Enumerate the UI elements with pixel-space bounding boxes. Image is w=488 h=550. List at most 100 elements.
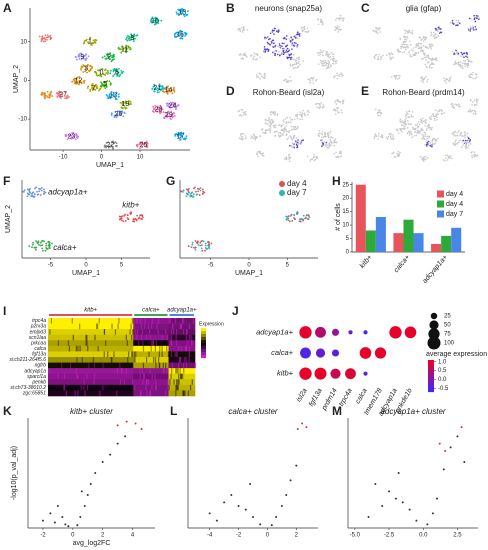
gene-point <box>438 442 441 445</box>
cell-point <box>107 146 110 149</box>
cell-point <box>70 134 73 137</box>
cell-point <box>424 38 427 41</box>
heat-noise <box>152 340 154 346</box>
feature-cluster <box>399 117 409 125</box>
cell-point <box>432 32 435 34</box>
heat-noise <box>176 329 178 335</box>
cluster <box>180 186 206 198</box>
cell-point <box>278 132 280 134</box>
cell-point <box>404 120 407 123</box>
cell-point <box>375 108 377 111</box>
cell-point <box>73 77 76 80</box>
cluster <box>64 132 80 141</box>
cell-point <box>423 54 426 56</box>
cell-point <box>291 48 293 50</box>
cell-point <box>115 68 118 70</box>
cell-point <box>179 37 182 40</box>
cell-point <box>405 117 407 120</box>
cell-point <box>406 35 408 38</box>
cluster <box>151 83 166 94</box>
cell-point <box>282 37 285 40</box>
cell-point <box>400 129 402 131</box>
gene-label: fgf13a <box>32 352 46 358</box>
cluster-label: 28 <box>155 106 163 113</box>
cell-point <box>283 47 286 50</box>
dot <box>300 347 311 359</box>
cell-point <box>109 97 112 100</box>
feature-cluster <box>333 150 343 159</box>
cell-point <box>302 60 305 62</box>
cell-point <box>411 136 413 139</box>
cell-point <box>293 41 296 44</box>
y-tick-label: 5 <box>346 236 350 242</box>
cell-point <box>472 112 475 115</box>
gene-label: zgc:65851 <box>22 391 46 397</box>
cell-point <box>320 19 323 21</box>
feature-cluster <box>434 108 445 117</box>
cell-point <box>329 140 332 142</box>
heat-cell <box>48 390 134 397</box>
cell-point <box>133 37 136 40</box>
gene-point <box>237 505 240 507</box>
cell-point <box>322 142 324 144</box>
cell-point <box>424 133 427 136</box>
cell-point <box>464 65 467 67</box>
cluster-label: calca+ <box>53 243 77 252</box>
cell-point <box>402 43 405 45</box>
heat-noise <box>176 384 179 391</box>
cell-point <box>476 17 478 19</box>
cell-point <box>318 107 320 110</box>
heat-noise <box>158 351 161 357</box>
cell-point <box>471 156 473 159</box>
cell-point <box>332 53 334 55</box>
cell-point <box>37 193 40 196</box>
cell-point <box>465 51 468 54</box>
heat-noise <box>171 334 173 341</box>
cell-point <box>257 155 259 158</box>
feature-cluster <box>327 57 338 65</box>
heat-cell <box>133 373 170 380</box>
cell-point <box>157 108 159 111</box>
cell-point <box>175 11 178 14</box>
cell-point <box>428 66 431 69</box>
cell-point <box>243 133 245 135</box>
heat-noise <box>183 318 185 324</box>
cell-point <box>334 26 336 28</box>
feature-cluster <box>396 45 407 54</box>
cell-point <box>316 52 319 54</box>
heat-noise <box>135 318 137 324</box>
feature-cluster <box>289 142 300 149</box>
cell-point <box>426 141 429 144</box>
heat-noise <box>93 379 95 385</box>
cell-point <box>397 154 399 156</box>
cell-point <box>289 144 291 147</box>
cell-point <box>158 110 161 113</box>
cell-point <box>255 76 258 78</box>
cell-point <box>169 115 171 118</box>
cell-point <box>445 77 448 80</box>
cell-point <box>265 122 268 125</box>
heat-cell <box>48 357 134 363</box>
cell-point <box>408 116 410 118</box>
cell-point <box>176 104 179 107</box>
cell-point <box>415 46 417 48</box>
cell-point <box>340 152 342 154</box>
cell-point <box>196 193 199 196</box>
cell-point <box>422 57 424 60</box>
cell-point <box>318 63 320 66</box>
cell-point <box>335 62 337 65</box>
colorbar-step <box>428 372 434 375</box>
heat-noise <box>143 373 146 380</box>
cell-point <box>469 60 472 63</box>
cell-point <box>453 63 456 66</box>
cell-point <box>126 39 129 42</box>
cell-point <box>44 38 47 41</box>
cell-point <box>279 124 281 126</box>
cell-point <box>281 42 284 45</box>
cell-point <box>452 23 455 25</box>
cell-point <box>110 144 113 147</box>
cell-point <box>26 195 29 198</box>
cell-point <box>282 134 284 136</box>
x-tick-label: 5 <box>120 263 124 269</box>
cell-point <box>409 55 412 58</box>
